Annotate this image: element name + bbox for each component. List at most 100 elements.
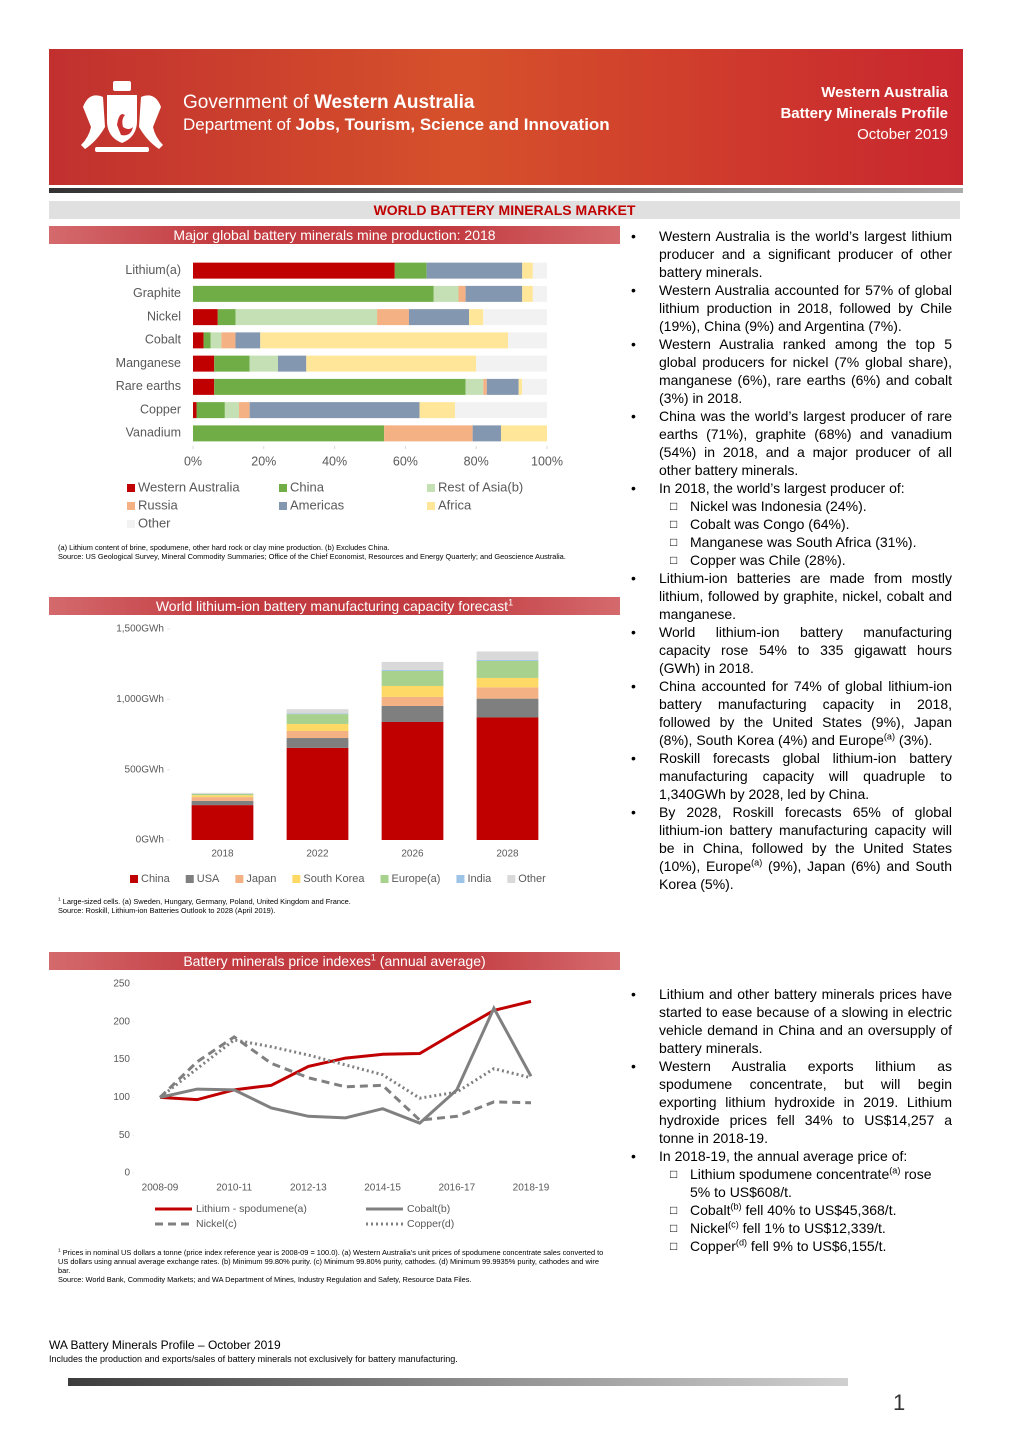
legend-swatch — [130, 875, 138, 883]
y-tick-label: Copper — [140, 402, 181, 416]
chart-notes: 1 Prices in nominal US dollars a tonne (… — [58, 1248, 613, 1284]
bullet: Lithium and other battery minerals price… — [628, 985, 952, 1057]
bar-segment — [191, 797, 254, 801]
document-date: October 2019 — [857, 126, 948, 143]
footer-bar — [68, 1378, 848, 1386]
bar-segment — [476, 651, 539, 660]
bar-segment — [465, 378, 484, 395]
legend-label: USA — [197, 873, 220, 885]
bar-segment — [486, 378, 519, 395]
legend-swatch — [507, 875, 516, 883]
legend-swatch — [127, 502, 135, 510]
bar-segment — [260, 332, 509, 349]
bar-segment — [286, 714, 349, 724]
legend-swatch — [185, 875, 194, 883]
bar-segment — [193, 285, 434, 302]
bar-segment — [214, 378, 466, 395]
bar-segment — [522, 378, 547, 395]
bar-segment — [214, 355, 250, 372]
bar-segment — [381, 705, 444, 722]
x-tick-label: 20% — [251, 454, 276, 468]
legend-swatch — [292, 875, 301, 883]
bar-segment — [522, 285, 533, 302]
title-line: Western Australia — [821, 84, 948, 101]
superscript: (b) — [730, 1201, 742, 1212]
x-tick-label: 40% — [322, 454, 347, 468]
bar-segment — [522, 262, 533, 279]
bar-segment — [472, 425, 501, 442]
x-tick-label: 2016-17 — [438, 1183, 475, 1194]
bar-segment — [433, 285, 459, 302]
title-run: Battery minerals price indexes — [183, 953, 371, 969]
bullet-list: Western Australia is the world’s largest… — [628, 227, 952, 893]
bar-segment — [518, 378, 523, 395]
bullet-text: Manganese was South Africa (31%). — [690, 534, 917, 550]
legend-swatch — [427, 484, 435, 492]
bar-segment — [476, 659, 539, 661]
bar-segment — [286, 730, 349, 739]
y-tick-label: 200 — [113, 1016, 130, 1027]
bullet-text: (9%), Japan (6%) and South Korea (5%). — [659, 858, 952, 892]
legend-swatch — [279, 484, 287, 492]
superscript: (a) — [883, 731, 896, 742]
bar-segment — [381, 669, 444, 671]
bar-segment — [224, 402, 240, 419]
footer-title: WA Battery Minerals Profile – October 20… — [49, 1338, 281, 1352]
bullet-text: Nickel — [690, 1220, 729, 1236]
bullet-text: Copper — [690, 1238, 736, 1254]
bar-segment — [458, 285, 466, 302]
legend-swatch — [127, 520, 135, 528]
superscript: (a) — [751, 857, 763, 868]
legend-label: Cobalt(b) — [407, 1203, 450, 1215]
bar-segment — [381, 670, 444, 686]
bullet-text: Western Australia is the world’s largest… — [659, 228, 952, 280]
legend-swatch — [279, 502, 287, 510]
sub-bullet: Copper was Chile (28%). — [659, 551, 952, 569]
bar-segment — [476, 717, 539, 840]
legend-swatch — [456, 875, 465, 883]
bar-segment — [381, 661, 444, 670]
bar-segment — [235, 332, 261, 349]
bar-segment — [193, 425, 385, 442]
chart-notes: 1 Large-sized cells. (a) Sweden, Hungary… — [58, 897, 613, 915]
bullet-text: China was the world’s largest producer o… — [659, 408, 952, 478]
y-tick-label: 0GWh — [136, 835, 164, 846]
bullet: Western Australia is the world’s largest… — [628, 227, 952, 281]
bar-segment — [249, 402, 420, 419]
bar-segment — [532, 285, 547, 302]
bar-segment — [191, 800, 254, 806]
superscript: 1 — [58, 897, 61, 903]
text-run: Western Australia — [313, 92, 475, 113]
bullet-text: Copper was Chile (28%). — [690, 552, 846, 568]
bar-segment — [483, 309, 547, 326]
bullet: China accounted for 74% of global lithiu… — [628, 677, 952, 749]
page-number: 1 — [893, 1390, 906, 1415]
sub-bullet: Nickel was Indonesia (24%). — [659, 497, 952, 515]
bar-segment — [286, 747, 349, 840]
bullet-text: In 2018-19, the annual average price of: — [659, 1148, 908, 1164]
bar-segment — [286, 713, 349, 715]
bar-segment — [196, 402, 225, 419]
bar-segment — [408, 309, 470, 326]
note-line: 1 Prices in nominal US dollars a tonne (… — [58, 1248, 613, 1275]
x-tick-label: 2010-11 — [216, 1183, 252, 1194]
bullet-text: World lithium-ion battery manufacturing … — [659, 624, 952, 676]
title-run: Major global battery minerals mine produ… — [173, 227, 496, 243]
legend-label: Lithium - spodumene(a) — [196, 1203, 307, 1215]
footer-note: Includes the production and exports/sale… — [49, 1354, 458, 1364]
legend-label: Russia — [138, 497, 179, 512]
bullet-text: Cobalt — [690, 1202, 731, 1218]
bar-segment — [465, 285, 523, 302]
bar-segment — [191, 795, 254, 798]
y-tick-label: Nickel — [147, 309, 181, 323]
bullet: Lithium-ion batteries are made from most… — [628, 569, 952, 623]
y-tick-label: Graphite — [133, 286, 181, 300]
bar-segment — [193, 355, 215, 372]
legend-label: South Korea — [303, 873, 365, 885]
y-tick-label: Lithium(a) — [125, 263, 181, 277]
bullet: China was the world’s largest producer o… — [628, 407, 952, 479]
legend-label: China — [141, 873, 171, 885]
sub-bullet: Copper(d) fell 9% to US$6,155/t. — [659, 1237, 952, 1255]
note-line: (a) Lithium content of brine, spodumene,… — [58, 543, 613, 552]
bar-segment — [476, 660, 539, 678]
